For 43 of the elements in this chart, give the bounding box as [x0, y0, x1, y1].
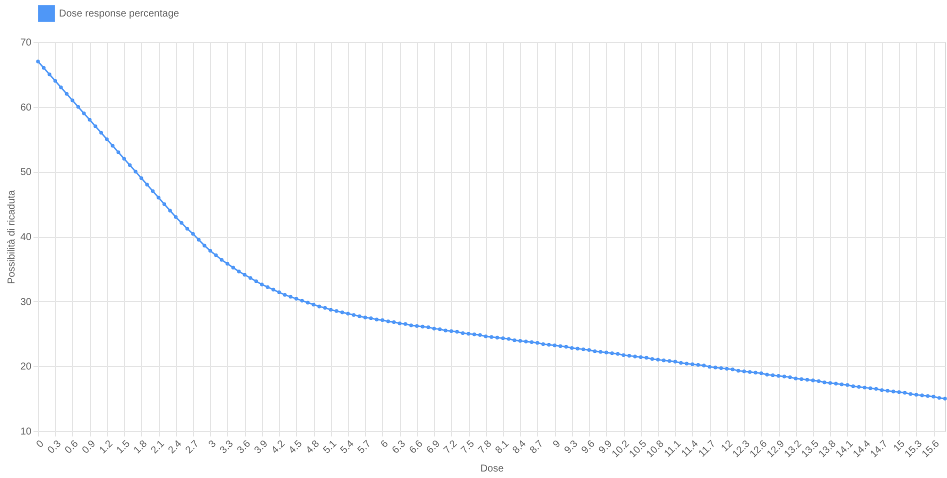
x-tick-label: 0 [34, 438, 47, 450]
x-tick-label: 1.2 [98, 438, 116, 456]
x-tick-label: 5.7 [356, 438, 374, 456]
x-tick-label: 0.3 [46, 438, 64, 456]
y-tick-label: 20 [20, 362, 32, 373]
x-tick-label: 2.4 [166, 438, 184, 456]
y-tick-label: 50 [20, 167, 32, 178]
x-axis-title: Dose [480, 463, 504, 474]
x-tick-label: 5.1 [321, 438, 340, 456]
x-tick-label: 3.3 [218, 438, 236, 456]
x-tick-label: 7.5 [459, 438, 478, 456]
x-tick-label: 6 [378, 438, 392, 450]
x-tick-label: 2.7 [184, 438, 202, 456]
x-tick-label: 5.4 [338, 438, 357, 456]
x-tick-label: 7.8 [476, 438, 494, 456]
x-tick-label: 3.6 [235, 438, 254, 456]
x-tick-label: 9 [551, 438, 564, 450]
x-tick-label: 8.1 [494, 438, 512, 456]
x-tick-label: 6.6 [408, 438, 426, 456]
y-tick-label: 40 [20, 232, 32, 243]
x-tick-label: 6.3 [390, 438, 408, 456]
x-tick-label: 2.1 [149, 438, 168, 456]
x-tick-label: 4.8 [304, 438, 322, 456]
x-tick-label: 4.2 [270, 438, 288, 456]
x-tick-label: 8.4 [510, 438, 529, 456]
x-tick-label: 6.9 [424, 438, 443, 456]
x-tick-label: 9.6 [580, 438, 598, 456]
x-tick-label: 7.2 [442, 438, 460, 456]
x-tick-label: 0.6 [63, 438, 82, 456]
y-tick-label: 10 [20, 426, 32, 438]
x-tick-label: 3.9 [252, 438, 270, 456]
x-tick-label: 1.8 [132, 438, 150, 456]
y-tick-label: 60 [20, 102, 32, 114]
y-tick-label: 70 [20, 38, 32, 48]
x-tick-label: 3 [206, 438, 219, 450]
x-tick-label: 9.3 [562, 438, 580, 456]
x-tick-label: 1.5 [114, 438, 133, 456]
x-tick-label: 4.5 [286, 438, 305, 456]
x-tick-label: 8.7 [528, 438, 546, 456]
y-tick-label: 30 [20, 296, 32, 308]
legend-label: Dose response percentage [59, 8, 180, 20]
y-axis-title: Possibilità di ricaduta [6, 190, 18, 284]
x-tick-label: 0.9 [80, 438, 98, 456]
